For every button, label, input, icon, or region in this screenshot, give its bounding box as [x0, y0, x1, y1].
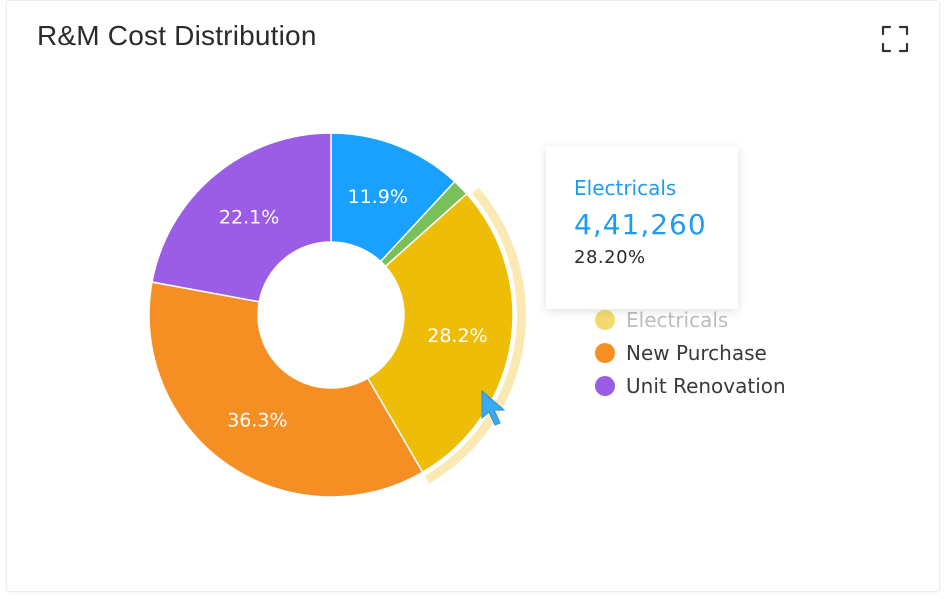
- legend-item-unit-renovation[interactable]: Unit Renovation: [594, 369, 786, 402]
- legend-dot: [595, 342, 615, 363]
- expand-icon[interactable]: [879, 23, 911, 55]
- legend-item-new-purchase[interactable]: New Purchase: [594, 336, 786, 369]
- tooltip-value: 4,41,260: [574, 208, 707, 241]
- chart-tooltip: Electricals 4,41,260 28.20%: [546, 146, 738, 309]
- pie-slice-3[interactable]: [148, 281, 424, 498]
- legend-label: Unit Renovation: [626, 373, 786, 398]
- pie-slice-4[interactable]: [151, 132, 332, 303]
- tooltip-percent: 28.20%: [574, 247, 646, 268]
- legend-dot: [595, 375, 615, 396]
- tooltip-series-name: Electricals: [574, 176, 677, 200]
- legend-label: Electricals: [626, 307, 729, 332]
- legend-dot: [595, 309, 615, 330]
- slice-label-3: 36.3%: [227, 410, 287, 432]
- chart-title: R&M Cost Distribution: [37, 20, 317, 51]
- slice-label-0: 11.9%: [348, 186, 408, 208]
- chart-legend: · Electricals New Purchase Unit Renovati…: [594, 270, 786, 402]
- mouse-pointer-icon: [481, 389, 506, 426]
- slice-label-4: 22.1%: [219, 207, 279, 229]
- slice-label-2: 28.2%: [427, 325, 487, 347]
- pie-slice-0[interactable]: [330, 132, 456, 263]
- legend-item-electricals[interactable]: Electricals: [594, 303, 786, 336]
- pie-slice-2[interactable]: [366, 192, 514, 474]
- legend-label: New Purchase: [626, 340, 767, 365]
